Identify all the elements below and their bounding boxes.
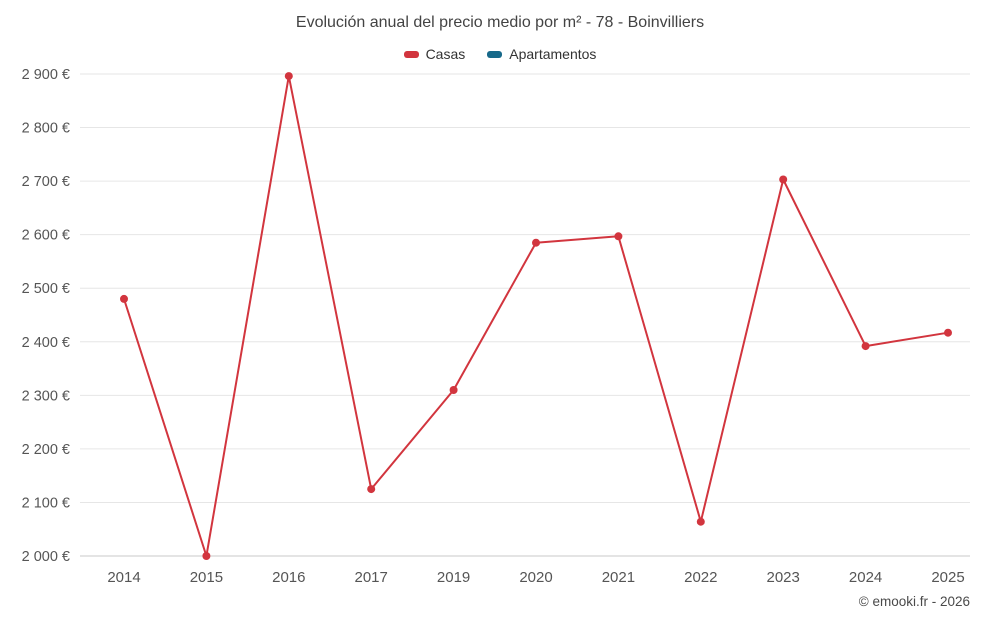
y-axis-tick-label: 2 100 €	[22, 495, 70, 511]
data-point-casas[interactable]	[284, 72, 293, 81]
legend-item-casas[interactable]: Casas	[403, 46, 466, 62]
y-axis-tick-label: 2 700 €	[22, 174, 70, 190]
x-axis-tick-label: 2024	[849, 569, 882, 586]
x-axis-tick-label: 2021	[602, 569, 635, 586]
x-axis-tick-label: 2016	[272, 569, 305, 586]
y-axis-tick-label: 2 600 €	[22, 228, 70, 244]
data-point-casas[interactable]	[449, 386, 458, 394]
chart-title: Evolución anual del precio medio por m² …	[295, 14, 705, 31]
data-point-casas[interactable]	[120, 294, 128, 303]
y-axis-tick-label: 2 500 €	[22, 281, 70, 297]
x-axis-tick-label: 2022	[684, 569, 717, 586]
y-axis-tick-label: 2 900 €	[22, 67, 70, 83]
x-axis-tick-label: 2025	[931, 569, 964, 586]
x-axis-tick-label: 2019	[437, 569, 470, 586]
copyright-text: © emooki.fr - 2026	[858, 594, 970, 609]
x-axis-tick-label: 2020	[519, 569, 552, 586]
x-axis-tick-label: 2023	[767, 569, 800, 586]
legend: Casas Apartamentos	[0, 46, 1000, 62]
legend-swatch-casas-icon	[403, 50, 419, 58]
y-axis-tick-label: 2 200 €	[22, 442, 70, 458]
data-point-casas[interactable]	[861, 342, 870, 351]
y-axis-tick-label: 2 300 €	[22, 388, 70, 404]
data-point-casas[interactable]	[367, 485, 376, 494]
data-point-casas[interactable]	[202, 552, 211, 560]
y-axis-tick-label: 2 000 €	[22, 549, 70, 565]
legend-label-casas: Casas	[425, 46, 466, 62]
x-axis-tick-label: 2015	[190, 569, 223, 586]
x-axis-tick-label: 2017	[355, 569, 388, 586]
data-point-casas[interactable]	[779, 175, 788, 184]
legend-swatch-apartamentos-icon	[487, 50, 503, 58]
data-point-casas[interactable]	[614, 232, 623, 241]
legend-label-apartamentos: Apartamentos	[509, 46, 597, 62]
legend-item-apartamentos[interactable]: Apartamentos	[487, 46, 596, 62]
series-line-casas	[123, 75, 949, 557]
data-point-casas[interactable]	[532, 238, 540, 247]
data-point-casas[interactable]	[696, 517, 705, 526]
y-axis-tick-label: 2 800 €	[22, 121, 70, 137]
y-axis-tick-label: 2 400 €	[22, 335, 70, 351]
x-axis-tick-label: 2014	[107, 569, 140, 586]
data-point-casas[interactable]	[944, 328, 952, 337]
